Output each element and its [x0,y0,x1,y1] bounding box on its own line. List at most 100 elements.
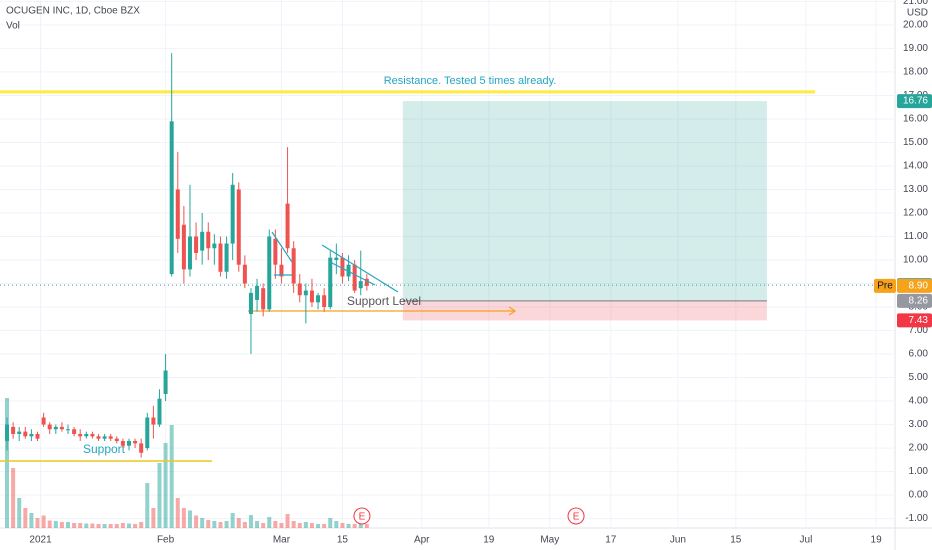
candle-body [340,257,345,277]
candle-body [346,264,351,277]
candle-body [11,426,16,434]
earnings-marker [353,507,371,525]
x-tick-label: Jul [800,535,813,546]
y-tick-label: 5.00 [909,372,929,383]
candle-body [17,431,22,434]
volume-bar [41,515,46,528]
volume-bar [200,518,205,528]
earnings-label: E [359,512,366,523]
volume-bar [255,521,260,528]
volume-bar [23,508,28,528]
price-label-bg [897,94,932,109]
volume-bar [78,523,83,528]
volume-bar [273,521,278,528]
candle-body [108,436,113,439]
volume-bar [35,518,40,528]
y-tick-label: 11.00 [904,231,929,242]
earnings-label: E [573,512,580,523]
volume-bar [29,513,34,528]
candle-body [145,417,150,449]
y-tick-label: 6.00 [909,349,929,360]
currency: USD [907,8,928,19]
candle-body [328,257,333,308]
stop-zone [402,300,767,321]
volume-bar [267,517,272,528]
y-tick-label: 10.00 [903,255,928,266]
earnings-marker [567,507,585,525]
volume-bar [151,508,156,528]
candle-body [242,264,247,284]
trend-lines [271,231,399,293]
candle-body [334,257,339,261]
candle-body [41,417,46,425]
candle-body [90,433,95,437]
axis-labels: -1.000.001.002.003.004.005.006.007.008.0… [29,0,932,546]
volume-bar [175,498,180,528]
candle-body [358,281,363,289]
volume-bar [236,518,241,528]
volume-bar [291,521,296,528]
price-label-bg [897,278,932,293]
x-tick-label: Mar [273,535,291,546]
volume-bar [242,522,247,528]
candle-body [303,290,308,296]
candle-body [309,290,314,303]
volume-pane [5,398,369,528]
volume-bar [66,522,71,528]
x-tick-label: 15 [730,535,742,546]
x-tick-label: May [540,535,559,546]
volume-bar [303,522,308,528]
x-tick-label: 2021 [29,535,52,546]
volume-bar [316,524,321,528]
volume-bar [346,524,351,528]
price-label-prefix-bg [874,278,896,293]
candle-body [212,243,217,249]
candle-body [53,426,58,430]
candle-body [114,438,119,442]
volume-bar [328,518,333,528]
x-tick-label: Feb [157,535,175,546]
volume-label: Vol [6,21,20,32]
candle-body [261,288,266,310]
volume-bar [364,524,369,528]
candle-body [273,238,278,265]
volume-bar [139,522,144,528]
volume-bar [181,508,186,528]
volume-bar [72,523,77,528]
candle-body [133,441,138,444]
candle-body [181,224,186,270]
candle-body [29,433,34,437]
volume-bar [114,524,119,528]
candle-body [163,370,168,395]
candle-body [285,203,290,249]
volume-bar [297,523,302,528]
candle-body [102,436,107,439]
candle-body [297,283,302,296]
candle-body [316,295,321,303]
volume-bar [90,523,95,528]
volume-bar [17,498,22,528]
candle-body [291,248,296,284]
candle-body [120,441,125,446]
volume-bar [187,510,192,528]
volume-bar [102,524,107,528]
y-tick-label: 13.00 [903,184,928,195]
y-tick-label: 4.00 [909,396,929,407]
candle-body [248,292,253,315]
volume-bar [47,520,52,528]
x-tick-label: 15 [337,535,349,546]
price-label: 7.43 [909,315,929,326]
price-label: 8.90 [909,281,929,292]
volume-bar [285,514,290,528]
price-label-prefix: Pre [877,281,893,292]
volume-bar [59,522,64,528]
volume-bar [194,515,199,528]
volume-bar [163,443,168,528]
candle-body [66,429,71,431]
candle-body [84,433,89,437]
y-tick-label: 19.00 [903,43,928,54]
volume-bar [145,483,150,528]
support-level-text: Support Level [347,294,421,308]
candle-body [206,231,211,249]
